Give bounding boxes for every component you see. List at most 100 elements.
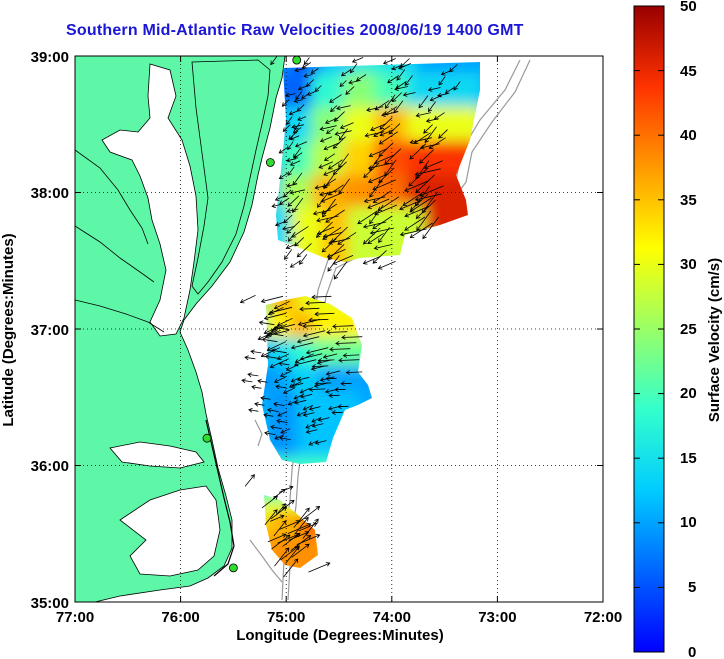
- velocity-arrow: [418, 149, 434, 164]
- velocity-arrow: [320, 192, 342, 203]
- velocity-arrow: [404, 205, 430, 218]
- velocity-arrow: [368, 148, 388, 158]
- velocity-arrow: [377, 196, 400, 211]
- velocity-arrow: [293, 359, 317, 367]
- x-tick-label: 76:00: [161, 609, 199, 626]
- velocity-arrow: [282, 226, 295, 231]
- velocity-arrow: [332, 255, 354, 265]
- velocity-arrow: [287, 141, 294, 151]
- velocity-arrow: [438, 76, 446, 86]
- velocity-arrow: [308, 387, 326, 392]
- velocity-arrow: [305, 347, 329, 355]
- velocity-arrow: [278, 361, 290, 367]
- velocity-arrow: [384, 94, 396, 109]
- velocity-arrow: [299, 306, 320, 312]
- velocity-arrow: [438, 129, 448, 139]
- velocity-arrow: [453, 81, 461, 91]
- velocity-arrow: [325, 370, 341, 376]
- velocity-arrow: [400, 58, 410, 68]
- velocity-arrow: [408, 168, 428, 187]
- velocity-arrow: [341, 334, 363, 340]
- velocity-arrow: [244, 474, 255, 487]
- velocity-arrow: [287, 166, 295, 176]
- river-york-james: [75, 299, 165, 333]
- velocity-arrow: [244, 355, 256, 361]
- velocity-arrow: [399, 199, 423, 211]
- river-rappahannock: [75, 225, 155, 283]
- velocity-arrow: [288, 130, 299, 140]
- velocity-arrow: [270, 56, 278, 66]
- velocity-arrow: [291, 543, 310, 558]
- velocity-arrow: [323, 173, 335, 190]
- velocity-arrow: [402, 92, 416, 97]
- velocity-arrow: [340, 381, 352, 386]
- colorbar-tick-labels: 50 45 40 35 30 25 20 15 10 5 0: [680, 0, 697, 659]
- velocity-arrow: [437, 92, 449, 98]
- velocity-arrow: [338, 178, 350, 195]
- velocity-arrow: [275, 384, 287, 390]
- velocity-arrow: [335, 340, 357, 346]
- velocity-arrow: [315, 221, 333, 238]
- velocity-arrow: [289, 260, 302, 268]
- velocity-arrow: [273, 300, 290, 310]
- velocity-arrow: [274, 220, 287, 227]
- velocity-arrow: [312, 209, 331, 216]
- velocity-arrow: [338, 357, 360, 363]
- velocity-arrow: [413, 132, 431, 144]
- velocity-arrow: [270, 506, 288, 520]
- velocity-arrow: [366, 106, 384, 112]
- x-tick-label: 72:00: [584, 609, 622, 626]
- colorbar-tick-label: 40: [680, 127, 697, 144]
- velocity-arrow: [345, 86, 355, 95]
- velocity-arrow: [414, 168, 441, 177]
- velocity-arrow: [260, 347, 280, 358]
- velocity-arrow: [328, 238, 351, 245]
- velocity-arrow: [314, 440, 327, 445]
- velocity-arrow: [267, 407, 279, 413]
- velocity-arrow: [293, 147, 302, 159]
- velocity-arrow: [325, 209, 345, 223]
- velocity-arrow: [297, 85, 308, 91]
- velocity-arrow: [261, 337, 278, 343]
- velocity-arrow: [357, 210, 378, 225]
- velocity-arrow: [258, 320, 275, 326]
- velocity-arrow: [308, 440, 319, 446]
- velocity-arrow: [297, 116, 307, 121]
- velocity-arrow: [425, 118, 439, 123]
- x-tick-labels: 77:00 76:00 75:00 74:00 73:00 72:00: [56, 609, 622, 626]
- velocity-arrow: [337, 404, 349, 409]
- velocity-arrow: [271, 203, 284, 209]
- velocity-arrow: [281, 99, 290, 107]
- velocity-arrow: [308, 562, 331, 573]
- velocity-arrow: [303, 57, 310, 66]
- velocity-arrow: [363, 196, 386, 204]
- velocity-arrow: [339, 122, 354, 130]
- velocity-arrow: [367, 173, 389, 184]
- velocity-arrow: [391, 64, 404, 71]
- velocity-arrow: [305, 300, 326, 306]
- velocity-arrow: [293, 399, 307, 405]
- velocity-arrow: [373, 244, 393, 251]
- velocity-arrow: [302, 323, 323, 329]
- velocity-arrow: [263, 312, 287, 321]
- velocity-arrow: [294, 516, 309, 535]
- velocity-arrow: [364, 131, 385, 138]
- velocity-arrow: [369, 227, 394, 235]
- velocity-arrow: [330, 105, 338, 113]
- velocity-arrow: [409, 143, 427, 160]
- velocity-arrow: [251, 384, 262, 390]
- velocity-arrow: [282, 124, 291, 132]
- y-tick-label: 35:00: [31, 595, 69, 612]
- velocity-arrow: [329, 94, 342, 103]
- velocity-arrow: [274, 434, 285, 440]
- velocity-arrow: [303, 73, 313, 78]
- velocity-arrow: [379, 117, 393, 130]
- velocity-arrow: [278, 172, 289, 180]
- velocity-arrow: [308, 406, 321, 411]
- colorbar-label: Surface Velocity (cm/s): [706, 258, 723, 422]
- velocity-arrow: [314, 311, 335, 317]
- velocity-arrow: [279, 370, 292, 377]
- velocity-arrow: [272, 488, 286, 499]
- velocity-arrow: [322, 227, 342, 240]
- colorbar-ticks: [634, 5, 664, 653]
